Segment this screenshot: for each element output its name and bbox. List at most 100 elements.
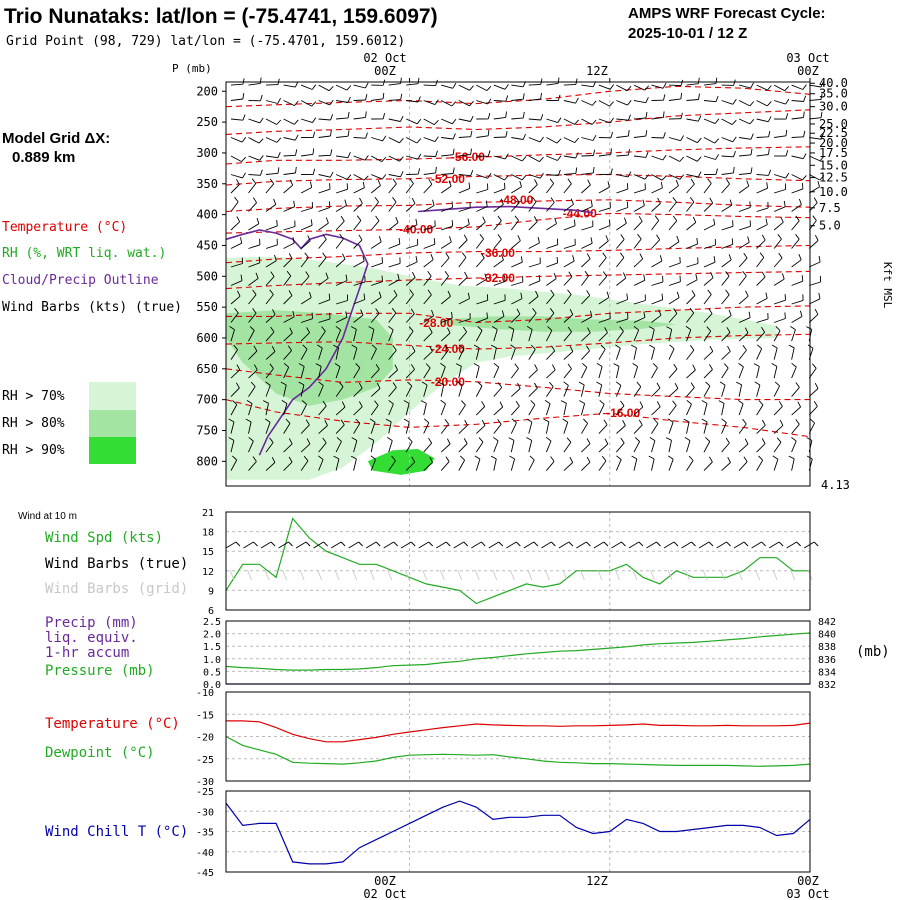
wind-barb-shaft [686,403,692,416]
panel-tick-label: 18 [202,528,214,539]
wind-barb-shaft [809,98,822,101]
wind-barb-shaft [511,84,524,88]
wind-barb-shaft [633,205,645,212]
wind-barb-shaft [668,281,681,286]
wind-barb [683,418,690,434]
wind-barb-shaft [703,202,714,212]
wind-barb-flag [573,219,576,226]
wind-barb [388,307,397,323]
surface-wind-barb-flag [778,541,784,547]
wind-barb-flag [411,197,416,204]
liq-equiv-label: liq. equiv. [45,630,138,646]
wind-barb-flag [482,216,486,223]
wind-barb [458,400,466,416]
wind-barb-flag [270,271,275,277]
wind-barb-flag [627,149,630,156]
wind-barb-flag [269,363,274,369]
wind-barb-shaft [493,440,499,453]
wind-barb-flag [639,253,644,260]
wind-barb-shaft [441,317,453,323]
wind-barb-shaft [686,279,698,286]
forecast-cycle-value: 2025-10-01 / 12 Z [628,25,747,42]
wind-barb [335,437,342,453]
wind-barb [458,326,468,342]
wind-barb-shaft [703,294,712,305]
wind-barb-flag [765,292,768,299]
wind-barb-flag [328,85,334,92]
wind-barb-flag [634,437,640,442]
wind-barb-flag [818,292,821,299]
wind-barb-flag [312,168,316,175]
wind-barb-shaft [230,349,238,360]
wind-barb [616,171,632,178]
wind-barb-shaft [581,206,593,212]
wind-barb [371,135,387,142]
wind-barb-flag [697,115,702,122]
grid-wind-barb [632,569,638,581]
surface-wind-barb [400,541,412,549]
wind-barb-shaft [511,137,524,140]
wind-barb [598,84,615,90]
wind-barb-shaft [546,244,558,249]
wind-barb [230,155,247,162]
wind-barb-flag [540,92,542,100]
wind-barb-shaft [230,280,243,286]
wind-barb-shaft [528,98,541,101]
wind-barb-shaft [651,203,661,212]
wind-barb-shaft [738,332,749,342]
wind-barb-flag [303,455,309,462]
wind-barb-shaft [510,440,515,453]
wind-barb-flag [493,436,499,442]
wind-barb-flag [725,437,730,444]
wind-barb-shaft [230,404,238,416]
wind-barb-shaft [598,276,608,286]
wind-barb-shaft [248,155,260,161]
wind-barb [598,399,605,416]
wind-barb-flag [697,77,700,84]
surface-wind-barb [558,541,570,549]
wind-barb [423,166,437,175]
wind-barb [300,181,313,194]
wind-barb-flag [620,437,625,444]
wind-barb [230,382,240,397]
wind-barb [721,437,730,453]
wind-barb-flag [679,174,685,180]
wind-barb [526,418,533,434]
wind-barb [598,117,614,124]
wind-barb [475,252,485,268]
wind-barb-shaft [458,84,470,91]
wind-barb [806,437,813,453]
wind-barb-shaft [633,135,646,138]
wind-barb-flag [819,155,825,162]
wind-chill-label: Wind Chill T (°C) [45,824,188,840]
wind-barb-shaft [405,403,410,416]
wind-barb-flag [672,197,677,203]
wind-barb-shaft [633,174,646,180]
wind-barb-flag [575,97,579,104]
wind-barb-flag [394,364,399,371]
wind-barb-flag [346,85,352,91]
wind-barb-flag [505,95,509,102]
wind-barb-flag [468,182,471,189]
wind-barb [563,178,572,194]
wind-barb-flag [737,400,744,405]
wind-barb-shaft [335,258,346,268]
wind-barb-shaft [230,98,243,101]
wind-barb-flag [586,253,591,260]
wind-barb-shaft [440,403,446,416]
wind-barb-flag [294,81,299,88]
wind-barb [423,99,439,106]
wind-barb-shaft [388,329,394,342]
wind-barb [318,234,327,249]
wind-barb-flag [416,118,422,125]
wind-barb-flag [749,119,755,125]
wind-barb [791,401,801,416]
wind-barb [544,400,551,416]
wind-barb-flag [610,131,614,138]
wind-barb [248,155,264,161]
wind-barb-shaft [686,222,697,231]
wind-barb [668,291,680,305]
wind-barb-flag [759,252,765,258]
wind-barb [703,272,714,286]
wind-barb-flag [344,199,347,206]
